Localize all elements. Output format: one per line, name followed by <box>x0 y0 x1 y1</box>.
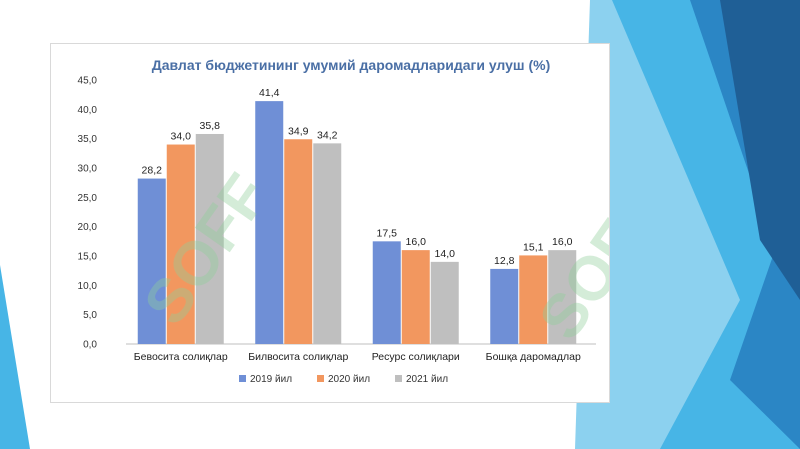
bg-shape-dark <box>720 0 800 300</box>
bar-4-series-2 <box>519 255 548 344</box>
data-label: 16,0 <box>406 236 427 248</box>
chart-card: Давлат бюджетининг умумий даромадларидаг… <box>50 43 610 403</box>
legend-swatch <box>239 375 246 382</box>
y-tick-label: 15,0 <box>78 252 98 263</box>
x-category-label: Бошқа даромадлар <box>486 351 581 363</box>
y-tick-label: 35,0 <box>78 134 98 145</box>
data-label: 16,0 <box>552 236 573 248</box>
legend-label: 2019 йил <box>250 374 292 385</box>
legend-label: 2021 йил <box>406 374 448 385</box>
bar-4-series-3 <box>548 250 577 344</box>
x-category-label: Бевосита солиқлар <box>134 351 228 363</box>
data-label: 12,8 <box>494 255 515 267</box>
y-tick-label: 40,0 <box>78 105 98 116</box>
y-tick-label: 5,0 <box>83 310 97 321</box>
bar-1-series-1 <box>137 178 166 344</box>
bar-3-series-1 <box>372 241 401 344</box>
data-label: 34,9 <box>288 125 309 137</box>
bar-1-series-2 <box>166 144 195 344</box>
chart-title: Давлат бюджетининг умумий даромадларидаг… <box>152 57 551 73</box>
y-tick-label: 45,0 <box>78 76 98 87</box>
y-tick-label: 10,0 <box>78 281 98 292</box>
bar-2-series-1 <box>255 101 284 344</box>
bar-3-series-2 <box>401 250 430 344</box>
bar-chart: Давлат бюджетининг умумий даромадларидаг… <box>78 57 609 385</box>
data-label: 28,2 <box>142 165 163 177</box>
bar-4-series-1 <box>490 268 519 344</box>
bar-2-series-3 <box>313 143 342 344</box>
y-tick-label: 25,0 <box>78 193 98 204</box>
data-label: 17,5 <box>377 227 398 239</box>
legend-swatch <box>395 375 402 382</box>
y-tick-label: 30,0 <box>78 164 98 175</box>
data-label: 15,1 <box>523 241 544 253</box>
data-label: 14,0 <box>435 248 456 260</box>
x-category-label: Билвосита солиқлар <box>248 351 348 363</box>
legend-label: 2020 йил <box>328 374 370 385</box>
data-label: 41,4 <box>259 87 280 99</box>
data-label: 34,0 <box>171 131 192 143</box>
x-category-label: Ресурс солиқлари <box>372 351 460 363</box>
legend-swatch <box>317 375 324 382</box>
data-label: 35,8 <box>200 120 221 132</box>
bar-2-series-2 <box>284 139 313 344</box>
bg-shape-left <box>0 265 30 449</box>
data-label: 34,2 <box>317 129 338 141</box>
y-tick-label: 0,0 <box>83 340 97 351</box>
bar-3-series-3 <box>430 261 459 344</box>
bar-1-series-3 <box>195 133 224 344</box>
y-tick-label: 20,0 <box>78 222 98 233</box>
